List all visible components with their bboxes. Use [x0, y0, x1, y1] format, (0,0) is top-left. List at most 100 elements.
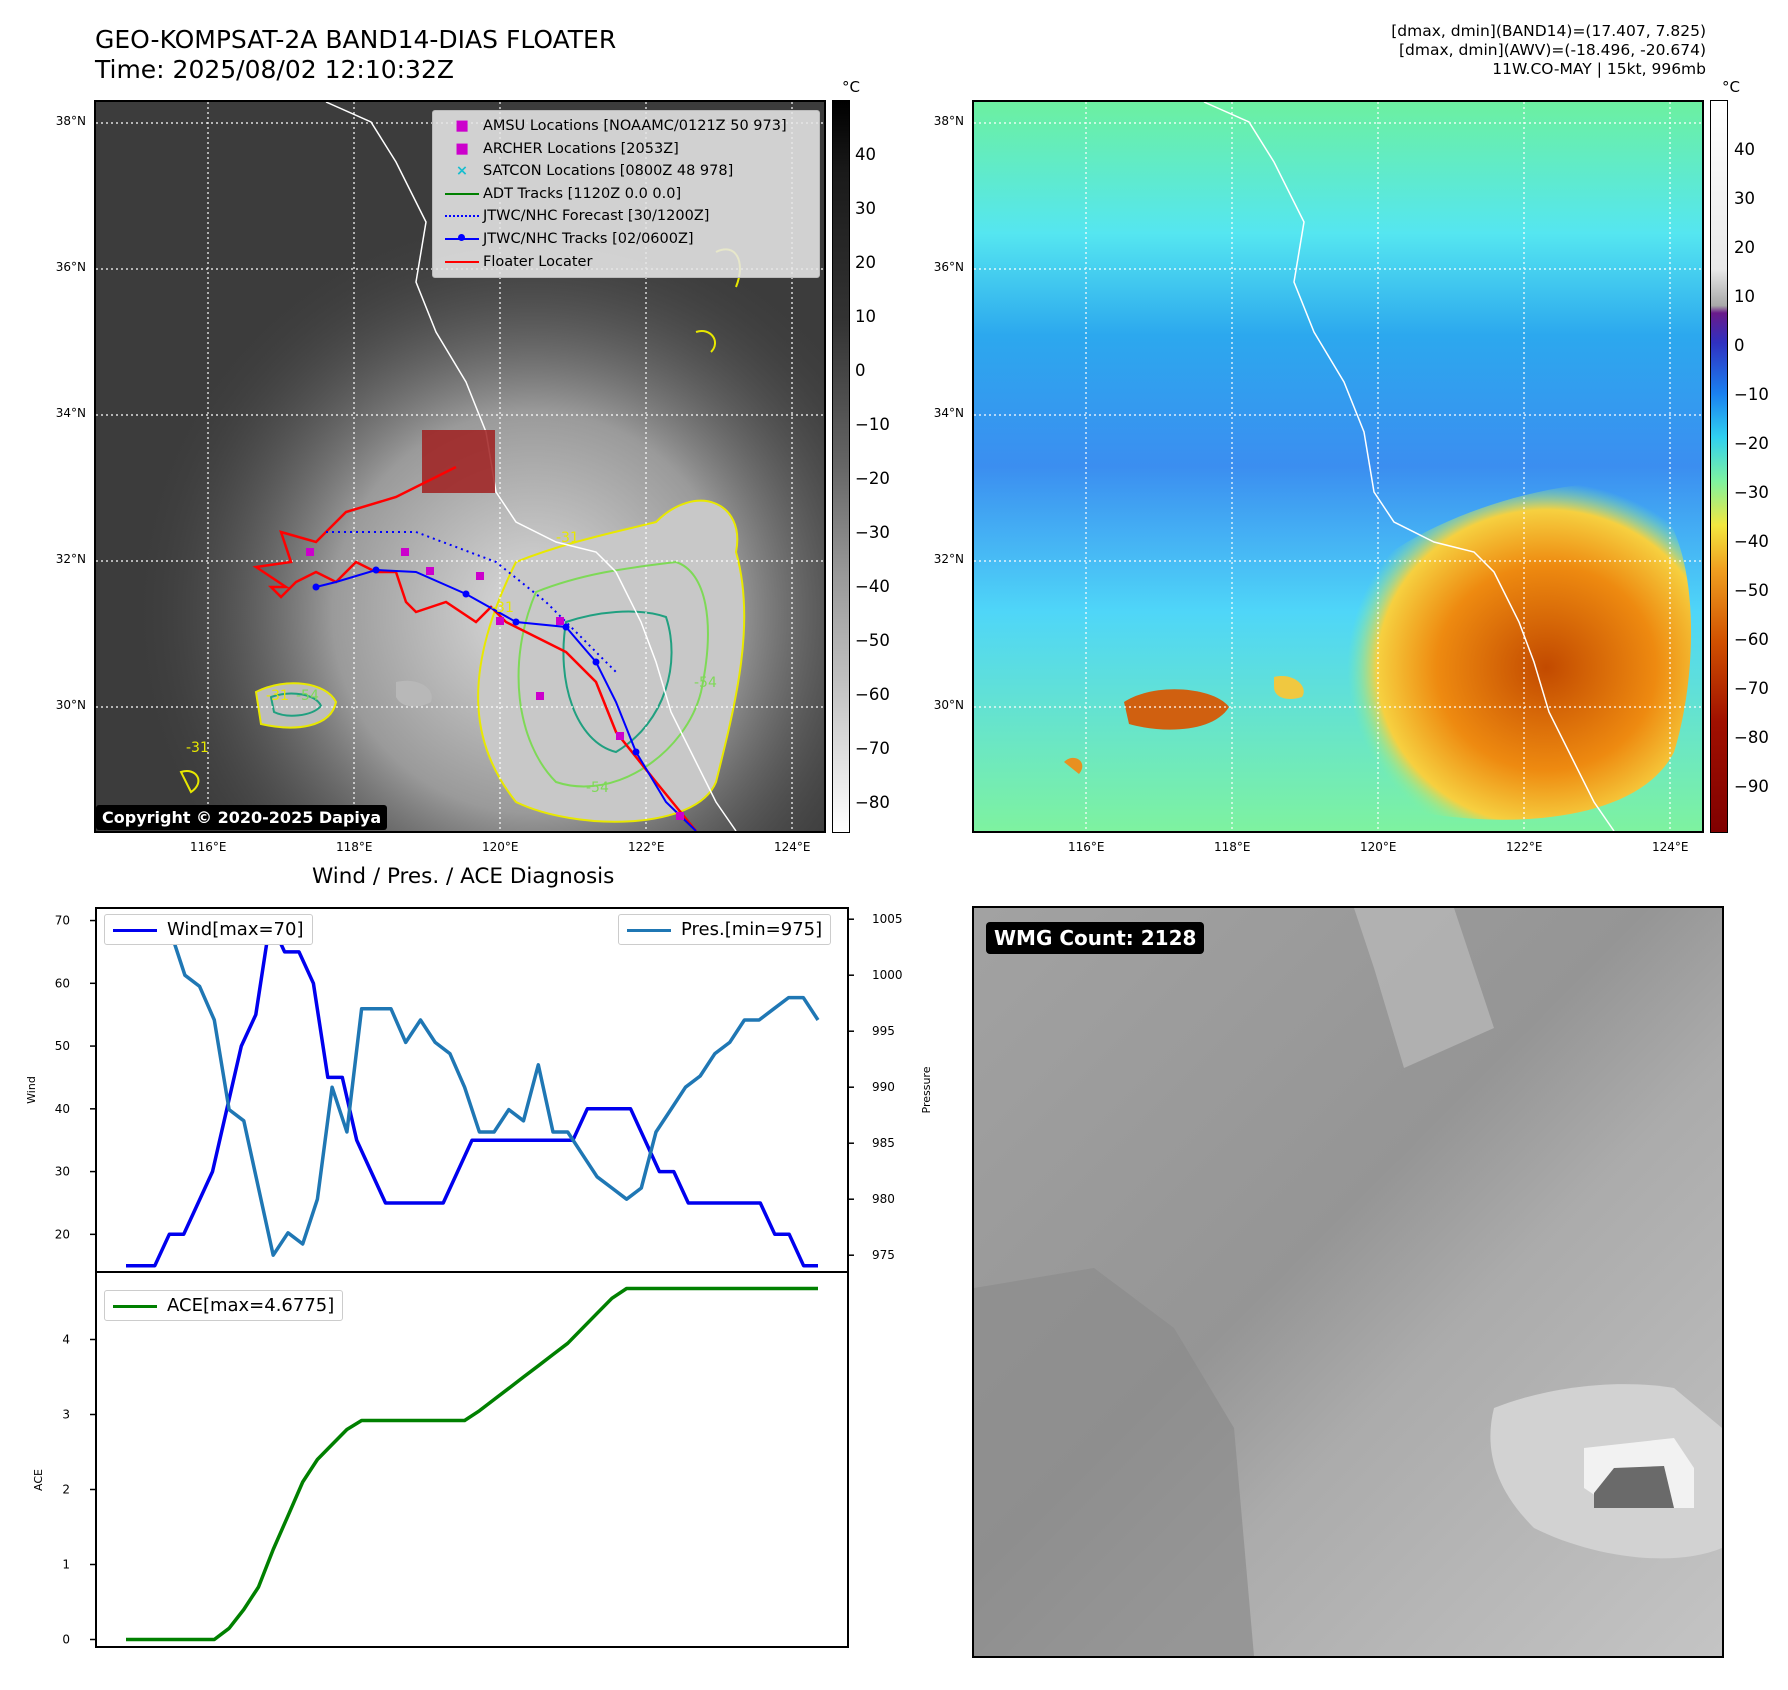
ir-tick: −50 — [855, 631, 890, 650]
pressure-series-line — [126, 928, 820, 1257]
color-ir-map-panel — [972, 100, 1704, 833]
pressure-legend-swatch — [627, 928, 671, 932]
pressure-tick-label: 980 — [872, 1192, 895, 1206]
wind-pressure-axes: 20 30 40 50 60 70 975 980 985 990 995 1000 1005 — [55, 912, 903, 1262]
storm-metadata: [dmax, dmin](BAND14)=(17.407, 7.825) [dm… — [1391, 22, 1706, 79]
map-gridlines — [974, 102, 1702, 831]
contour-label: -31 — [556, 530, 579, 546]
figure-title: GEO-KOMPSAT-2A BAND14-DIAS FLOATER Time:… — [95, 25, 616, 85]
lat-label: 38°N — [933, 114, 964, 128]
cloud-mass-west — [256, 683, 336, 728]
ir-lon-labels: 116°E 118°E 120°E 122°E 124°E — [94, 840, 826, 860]
color-tick: −20 — [1734, 434, 1769, 453]
wind-tick-label: 50 — [55, 1039, 70, 1053]
forecast-track — [326, 531, 617, 673]
color-tick: 30 — [1734, 189, 1755, 208]
color-colorbar-unit: °C — [1722, 78, 1740, 96]
lat-label: 38°N — [55, 114, 86, 128]
lon-label: 118°E — [336, 840, 373, 854]
pressure-tick-label: 990 — [872, 1080, 895, 1094]
lat-label: 36°N — [55, 260, 86, 274]
wind-tick-label: 40 — [55, 1102, 70, 1116]
ir-tick: −80 — [855, 793, 890, 812]
color-tick: −90 — [1734, 777, 1769, 796]
storm-info: 11W.CO-MAY | 15kt, 996mb — [1492, 60, 1706, 78]
wind-tick-label: 70 — [55, 914, 70, 928]
wind-axis-label: Wind — [25, 1076, 38, 1104]
ir-colorbar — [832, 100, 850, 833]
pressure-tick-label: 995 — [872, 1024, 895, 1038]
lon-label: 122°E — [628, 840, 665, 854]
contour-label: -31 — [186, 740, 209, 756]
ir-tick: −70 — [855, 739, 890, 758]
ir-tick: 10 — [855, 307, 876, 326]
wmg-eye — [1594, 1466, 1674, 1508]
wind-tick-label: 30 — [55, 1165, 70, 1179]
ir-tick: −10 — [855, 415, 890, 434]
contour-yellow-sw — [179, 770, 200, 794]
best-track — [315, 568, 697, 831]
lon-label: 116°E — [1068, 840, 1105, 854]
ir-map-panel: -31 -31 -31 -54 -54 -31 -54 ■ AMSU Locati… — [94, 100, 826, 833]
ace-axis-label: ACE — [32, 1469, 45, 1491]
storm-west — [1124, 689, 1229, 730]
wmg-panel: WMG Count: 2128 — [972, 906, 1724, 1658]
lat-label: 30°N — [55, 698, 86, 712]
color-tick: −70 — [1734, 679, 1769, 698]
legend-marker: ■ — [455, 118, 469, 134]
pressure-legend: Pres.[min=975] — [618, 914, 832, 945]
floater-track — [252, 465, 697, 831]
legend-satcon: × SATCON Locations [0800Z 48 978] — [441, 160, 787, 183]
color-tick: −40 — [1734, 532, 1769, 551]
contour-label-group: -31 -31 -31 -54 -54 -31 -54 — [186, 530, 717, 796]
color-colorbar — [1710, 100, 1728, 833]
ir-tick: −60 — [855, 685, 890, 704]
lon-label: 120°E — [482, 840, 519, 854]
wind-legend-swatch — [113, 928, 157, 932]
storm-sw — [1064, 757, 1083, 774]
color-tick: 0 — [1734, 336, 1745, 355]
color-tick: −10 — [1734, 385, 1769, 404]
coastline — [1203, 102, 1615, 831]
contour-label: -54 — [296, 688, 319, 704]
band14-range: [dmax, dmin](BAND14)=(17.407, 7.825) — [1391, 22, 1706, 40]
lat-label: 36°N — [933, 260, 964, 274]
ir-tick: 30 — [855, 199, 876, 218]
diagnosis-title: Wind / Pres. / ACE Diagnosis — [312, 864, 615, 889]
ir-tick: 20 — [855, 253, 876, 272]
ace-legend: ACE[max=4.6775] — [104, 1290, 344, 1321]
lat-label: 34°N — [55, 406, 86, 420]
lon-label: 122°E — [1506, 840, 1543, 854]
color-tick: −80 — [1734, 728, 1769, 747]
contour-label: -54 — [694, 675, 717, 691]
ace-tick-label: 0 — [62, 1633, 70, 1647]
contour-yellow-west — [254, 682, 338, 729]
color-tick: 20 — [1734, 238, 1755, 257]
wind-pressure-frame — [95, 907, 849, 1273]
ace-legend-swatch — [113, 1304, 157, 1308]
contour-label: -54 — [586, 780, 609, 796]
legend-archer: ■ ARCHER Locations [2053Z] — [441, 138, 787, 161]
ace-tick-label: 3 — [62, 1408, 70, 1422]
ace-tick-label: 2 — [62, 1483, 70, 1497]
wind-legend: Wind[max=70] — [104, 914, 313, 945]
pressure-tick-label: 1000 — [872, 968, 903, 982]
color-lon-labels: 116°E 118°E 120°E 122°E 124°E — [972, 840, 1704, 860]
lat-label: 34°N — [933, 406, 964, 420]
contour-teal-west — [269, 692, 323, 717]
ir-tick: −30 — [855, 523, 890, 542]
wind-tick-label: 20 — [55, 1227, 70, 1241]
lon-label: 124°E — [1652, 840, 1689, 854]
legend-floater: Floater Locater — [441, 251, 787, 274]
legend-forecast: JTWC/NHC Forecast [30/1200Z] — [441, 205, 787, 228]
color-tick: −60 — [1734, 630, 1769, 649]
contour-green-main — [517, 560, 709, 788]
copyright-badge: Copyright © 2020-2025 Dapiya — [96, 805, 388, 830]
cloud-mass-small — [396, 680, 432, 707]
ace-tick-label: 4 — [62, 1333, 70, 1347]
lon-label: 118°E — [1214, 840, 1251, 854]
convective-storm — [1329, 482, 1692, 820]
legend-marker — [441, 260, 483, 263]
pressure-tick-label: 985 — [872, 1136, 895, 1150]
ir-tick: −40 — [855, 577, 890, 596]
